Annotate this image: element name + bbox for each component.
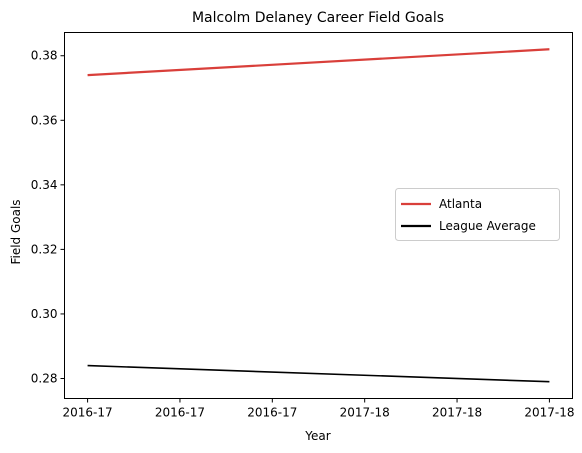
y-tick-label: 0.30 — [31, 307, 58, 321]
axis-ticks: 0.28 0.30 0.32 0.34 0.36 0.38 2016-17 2016-17 20… — [31, 49, 575, 420]
x-tick-label: 2016-17 — [155, 406, 205, 420]
chart-title: Malcolm Delaney Career Field Goals — [192, 10, 444, 26]
series-lines — [87, 48, 550, 383]
y-tick-label: 0.28 — [31, 371, 58, 385]
x-axis-label: Year — [304, 429, 330, 443]
x-tick-label: 2017-18 — [432, 406, 482, 420]
series-line-league-average — [87, 364, 550, 383]
plot-area-frame — [64, 32, 573, 399]
y-axis-label: Field Goals — [9, 199, 23, 264]
y-tick-label: 0.34 — [31, 178, 58, 192]
x-tick-label: 2017-18 — [524, 406, 574, 420]
series-line-atlanta — [87, 48, 550, 77]
y-tick-label: 0.36 — [31, 113, 58, 127]
legend-box — [395, 188, 560, 241]
y-tick-label: 0.38 — [31, 49, 58, 63]
x-tick-label: 2017-18 — [340, 406, 390, 420]
legend-label-league-average: League Average — [439, 219, 536, 233]
legend: Atlanta League Average — [395, 188, 560, 241]
y-tick-label: 0.32 — [31, 242, 58, 256]
legend-label-atlanta: Atlanta — [439, 197, 482, 211]
x-tick-label: 2016-17 — [63, 406, 113, 420]
x-tick-label: 2016-17 — [247, 406, 297, 420]
